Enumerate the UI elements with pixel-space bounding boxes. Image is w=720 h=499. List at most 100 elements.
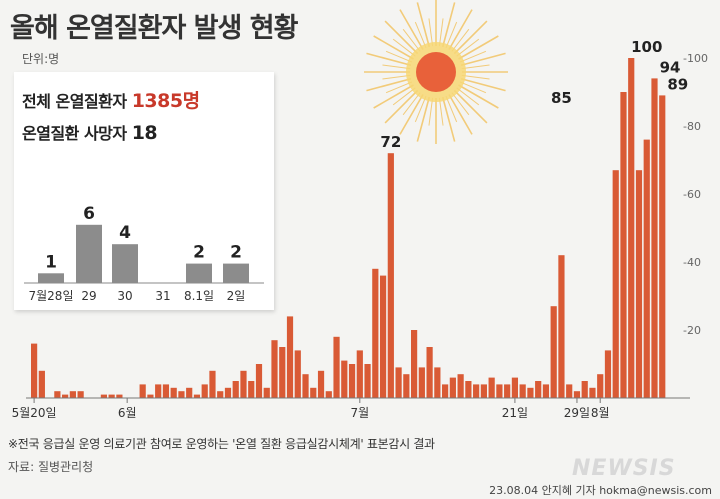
main-bar xyxy=(379,275,387,398)
inset-category-label: 31 xyxy=(155,289,170,303)
main-bar xyxy=(325,391,332,398)
sun-icon xyxy=(364,0,508,144)
main-bar xyxy=(612,170,619,398)
newsis-watermark: NEWSIS xyxy=(572,456,676,481)
main-bar xyxy=(604,350,612,398)
main-bar xyxy=(69,391,76,398)
main-bar xyxy=(511,377,519,398)
main-bar xyxy=(442,384,449,398)
x-tick-label: 6월 xyxy=(118,406,137,420)
main-bar xyxy=(333,336,340,398)
main-bar xyxy=(651,78,658,399)
main-bar xyxy=(217,391,224,398)
deaths-line: 온열질환 사망자 18 xyxy=(22,120,158,144)
main-bar xyxy=(635,170,643,398)
main-bar xyxy=(418,367,425,398)
main-bar xyxy=(310,387,317,398)
unit-label: 단위:명 xyxy=(22,52,60,66)
x-tick-label: 8월 xyxy=(591,406,610,420)
main-bar xyxy=(542,384,550,398)
main-bar xyxy=(193,394,201,398)
main-bar xyxy=(302,374,309,398)
main-data-label: 85 xyxy=(551,89,572,107)
inset-bar xyxy=(38,273,64,283)
main-bar xyxy=(317,370,325,398)
main-bar xyxy=(519,384,526,398)
main-bar xyxy=(558,255,565,398)
main-bar xyxy=(341,360,348,398)
main-bar xyxy=(566,384,573,398)
x-tick-label: 7월 xyxy=(350,406,369,420)
main-bar xyxy=(294,350,301,398)
main-bar xyxy=(573,391,581,398)
main-bar xyxy=(411,330,418,398)
main-bar xyxy=(155,384,162,398)
main-bar xyxy=(434,367,441,398)
inset-data-label: 2 xyxy=(230,243,242,263)
main-bar xyxy=(100,394,107,398)
death-value: 18 xyxy=(131,122,158,144)
main-bar xyxy=(263,387,270,398)
inset-bar-chart: 1 7월28일 6 29 4 30 31 2 8.1일 2 2일 xyxy=(24,204,264,303)
main-bar xyxy=(170,387,177,398)
main-bar xyxy=(659,95,666,399)
main-bar xyxy=(426,347,433,398)
inset-category-label: 7월28일 xyxy=(29,289,74,303)
main-bar xyxy=(457,374,464,398)
main-bar xyxy=(116,394,123,398)
inset-bar xyxy=(223,263,249,283)
main-bar xyxy=(581,381,588,398)
main-bar xyxy=(162,384,170,398)
inset-category-label: 2일 xyxy=(227,289,246,303)
main-bar xyxy=(535,381,542,398)
inset-category-label: 29 xyxy=(81,289,96,303)
main-bar xyxy=(240,370,247,398)
y-tick-label: -100 xyxy=(683,52,708,65)
main-bar xyxy=(286,316,294,398)
main-bar xyxy=(62,394,69,398)
main-bar xyxy=(248,381,255,398)
y-tick-label: -80 xyxy=(683,120,701,133)
main-bar xyxy=(372,268,379,398)
main-bar xyxy=(387,153,394,398)
main-bar xyxy=(465,381,472,398)
inset-panel: 전체 온열질환자 1385명 온열질환 사망자 18 1 7월28일 6 29 4 30 3… xyxy=(14,72,274,310)
main-bar xyxy=(178,391,185,398)
source: 자료: 질병관리청 xyxy=(8,460,94,474)
main-bar xyxy=(186,387,193,398)
total-patients-line: 전체 온열질환자 1385명 xyxy=(22,86,200,113)
main-bar xyxy=(504,384,511,398)
x-tick-label: 21일 xyxy=(502,406,528,420)
main-bar xyxy=(550,306,557,398)
inset-category-label: 30 xyxy=(117,289,132,303)
main-bar xyxy=(597,374,604,398)
main-bar xyxy=(201,384,208,398)
inset-data-label: 1 xyxy=(45,252,57,272)
main-data-label: 72 xyxy=(380,133,401,151)
main-data-label: 89 xyxy=(667,75,688,93)
y-tick-label: -20 xyxy=(683,324,701,337)
main-bar xyxy=(38,370,45,398)
total-label: 전체 온열질환자 xyxy=(22,92,127,111)
main-bar xyxy=(271,340,278,398)
main-bar xyxy=(628,58,635,398)
main-bar xyxy=(527,387,534,398)
inset-bar xyxy=(112,244,138,283)
main-bar xyxy=(480,384,487,398)
main-bar xyxy=(395,367,402,398)
main-bar xyxy=(54,391,61,398)
inset-data-label: 6 xyxy=(83,204,95,224)
main-bar xyxy=(279,347,286,398)
main-bar xyxy=(488,377,495,398)
y-tick-label: -40 xyxy=(683,256,701,269)
main-bar xyxy=(643,139,650,398)
inset-data-label: 2 xyxy=(193,243,205,263)
inset-data-label: 4 xyxy=(119,223,131,243)
footnote: ※전국 응급실 운영 의료기관 참여로 운영하는 '온열 질환 응급실감시체계'… xyxy=(8,437,435,451)
main-bar xyxy=(364,364,371,398)
main-bar xyxy=(147,394,154,398)
main-bar xyxy=(473,384,480,398)
main-bar xyxy=(255,364,263,398)
